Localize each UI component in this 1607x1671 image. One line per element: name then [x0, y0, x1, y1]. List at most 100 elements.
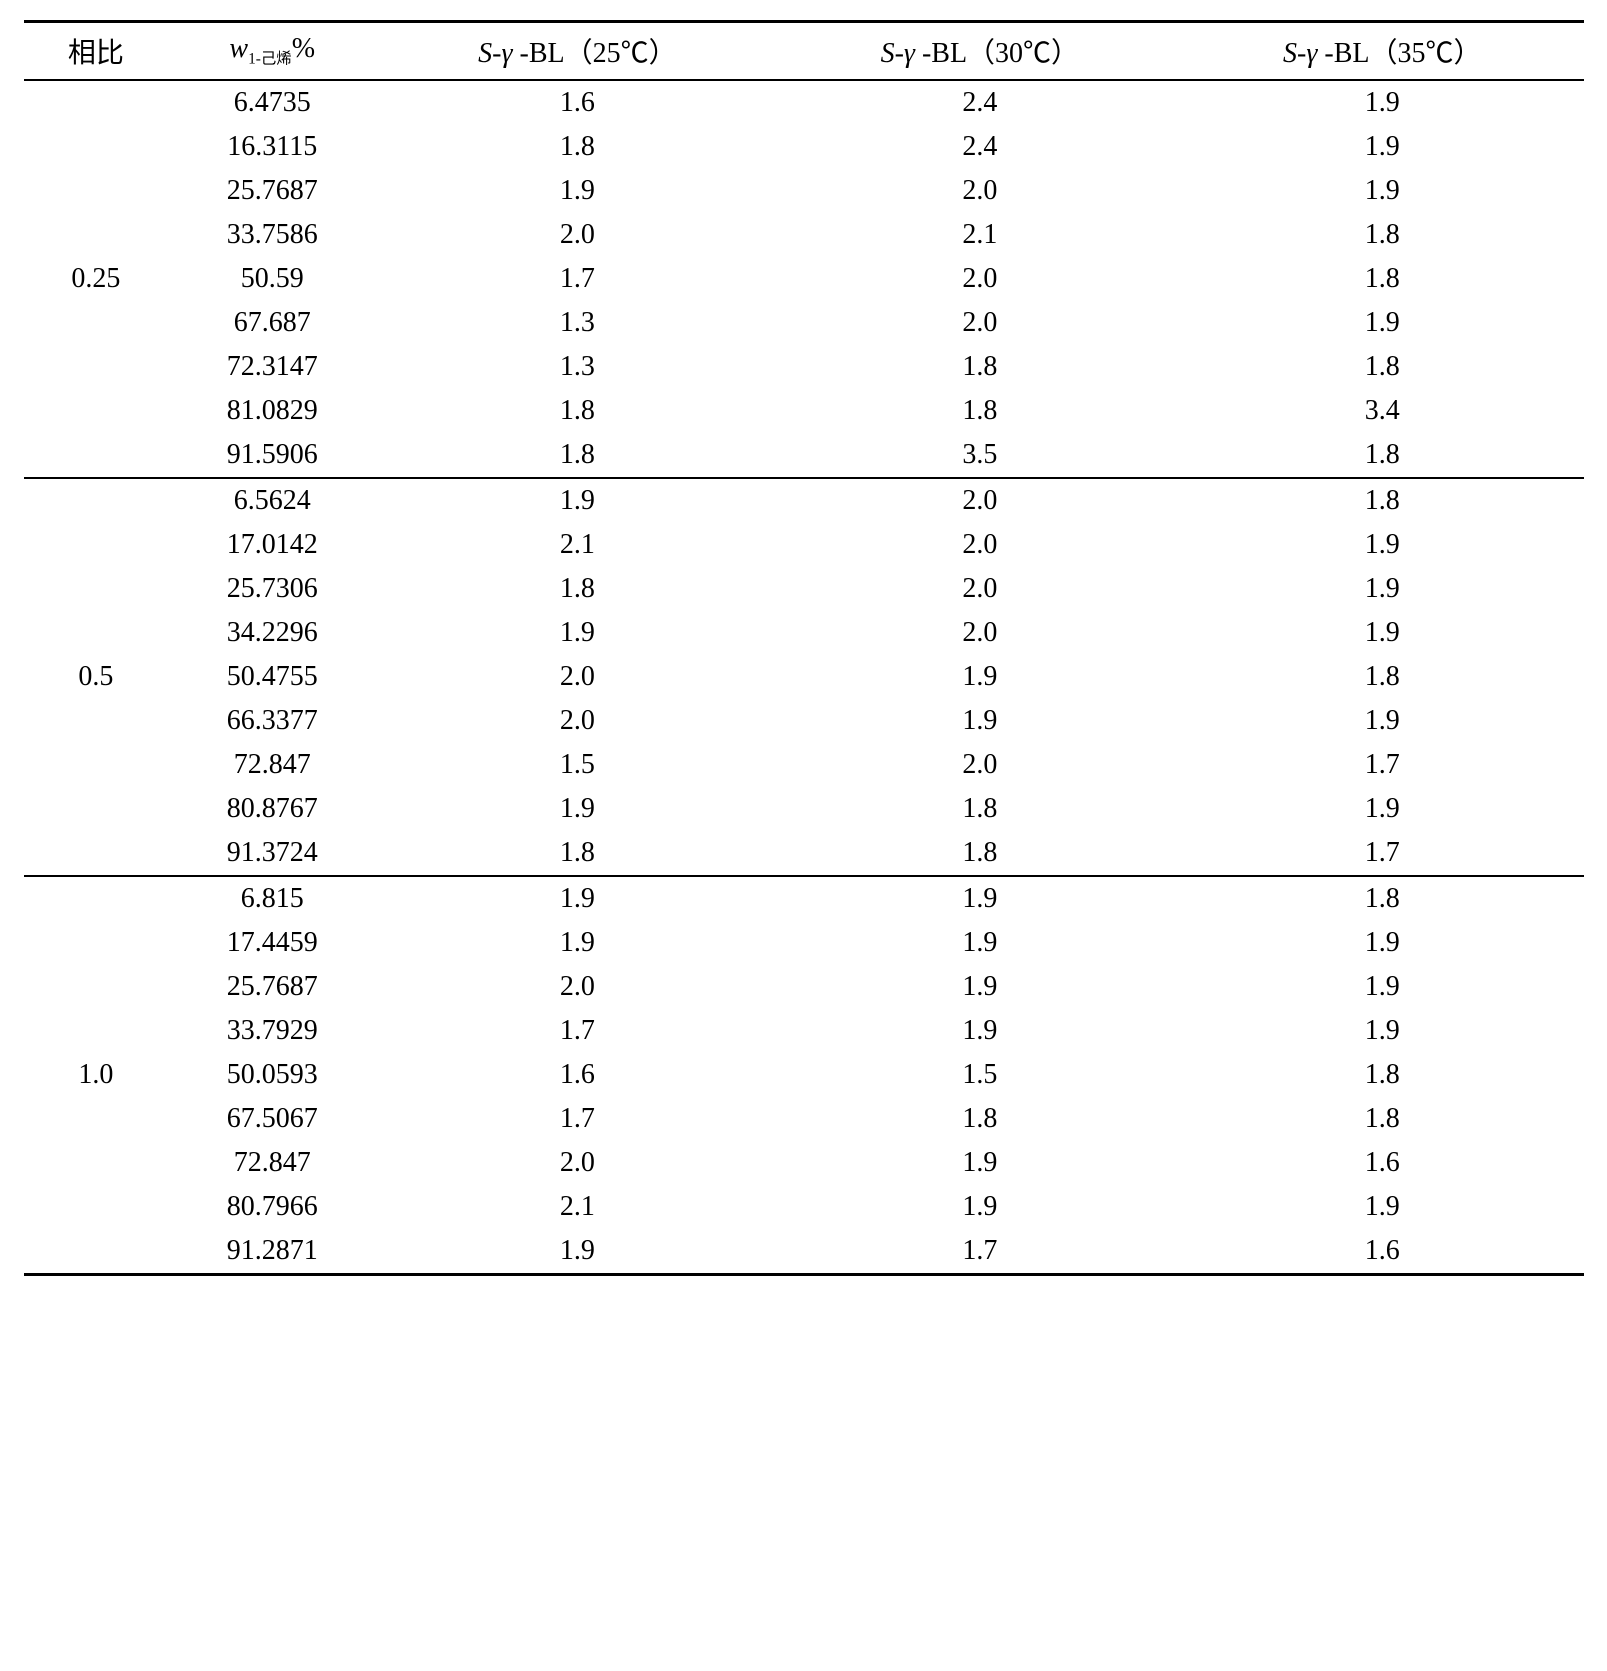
data-cell: 3.4 — [1181, 389, 1583, 433]
data-cell: 2.4 — [779, 80, 1181, 125]
data-cell: 66.3377 — [168, 699, 376, 743]
data-cell: 50.4755 — [168, 655, 376, 699]
data-cell: 25.7687 — [168, 965, 376, 1009]
data-cell: 1.9 — [376, 787, 778, 831]
data-cell: 1.8 — [779, 1097, 1181, 1141]
data-cell: 25.7306 — [168, 567, 376, 611]
data-cell: 1.8 — [779, 787, 1181, 831]
table-row: 16.31151.82.41.9 — [24, 125, 1584, 169]
data-cell: 72.3147 — [168, 345, 376, 389]
data-cell: 17.0142 — [168, 523, 376, 567]
table-row: 17.44591.91.91.9 — [24, 921, 1584, 965]
ratio-cell — [24, 125, 169, 169]
data-cell: 6.815 — [168, 876, 376, 921]
data-cell: 2.0 — [779, 478, 1181, 523]
data-cell: 1.9 — [779, 1185, 1181, 1229]
ratio-cell — [24, 1185, 169, 1229]
table-row: 67.6871.32.01.9 — [24, 301, 1584, 345]
data-cell: 1.9 — [1181, 699, 1583, 743]
table-row: 72.31471.31.81.8 — [24, 345, 1584, 389]
data-cell: 33.7929 — [168, 1009, 376, 1053]
data-cell: 50.0593 — [168, 1053, 376, 1097]
data-cell: 1.7 — [1181, 743, 1583, 787]
data-cell: 1.6 — [1181, 1229, 1583, 1275]
data-cell: 2.1 — [376, 1185, 778, 1229]
data-cell: 1.9 — [1181, 169, 1583, 213]
data-cell: 1.9 — [1181, 787, 1583, 831]
table-row: 72.8471.52.01.7 — [24, 743, 1584, 787]
data-cell: 67.5067 — [168, 1097, 376, 1141]
data-cell: 1.8 — [1181, 1053, 1583, 1097]
group-1: 6.56241.92.01.8 17.01422.12.01.9 25.7306… — [24, 478, 1584, 876]
table-row: 91.59061.83.51.8 — [24, 433, 1584, 478]
data-cell: 2.0 — [779, 301, 1181, 345]
data-cell: 1.9 — [779, 965, 1181, 1009]
data-cell: 72.847 — [168, 743, 376, 787]
data-cell: 1.8 — [1181, 876, 1583, 921]
data-cell: 2.0 — [779, 611, 1181, 655]
ratio-cell — [24, 1141, 169, 1185]
data-cell: 1.8 — [1181, 257, 1583, 301]
data-cell: 2.4 — [779, 125, 1181, 169]
ratio-cell — [24, 433, 169, 478]
column-header-0: 相比 — [24, 22, 169, 81]
data-cell: 1.9 — [1181, 567, 1583, 611]
table-row: 17.01422.12.01.9 — [24, 523, 1584, 567]
data-cell: 67.687 — [168, 301, 376, 345]
table-row: 25.73061.82.01.9 — [24, 567, 1584, 611]
table-row: 25.76872.01.91.9 — [24, 965, 1584, 1009]
data-cell: 1.9 — [376, 169, 778, 213]
data-cell: 1.9 — [779, 876, 1181, 921]
data-cell: 3.5 — [779, 433, 1181, 478]
table-row: 6.47351.62.41.9 — [24, 80, 1584, 125]
group-2: 6.8151.91.91.8 17.44591.91.91.9 25.76872… — [24, 876, 1584, 1275]
data-cell: 1.6 — [1181, 1141, 1583, 1185]
data-cell: 1.8 — [376, 831, 778, 876]
data-cell: 1.9 — [1181, 1009, 1583, 1053]
data-cell: 1.7 — [376, 257, 778, 301]
ratio-cell — [24, 1097, 169, 1141]
table-row: 33.79291.71.91.9 — [24, 1009, 1584, 1053]
table-row: 91.37241.81.81.7 — [24, 831, 1584, 876]
table-row: 6.56241.92.01.8 — [24, 478, 1584, 523]
data-cell: 1.9 — [779, 699, 1181, 743]
data-cell: 2.1 — [779, 213, 1181, 257]
data-cell: 1.7 — [376, 1009, 778, 1053]
data-cell: 16.3115 — [168, 125, 376, 169]
ratio-cell — [24, 80, 169, 125]
group-0: 6.47351.62.41.9 16.31151.82.41.9 25.7687… — [24, 80, 1584, 478]
ratio-cell — [24, 831, 169, 876]
table-row: 72.8472.01.91.6 — [24, 1141, 1584, 1185]
table-row: 66.33772.01.91.9 — [24, 699, 1584, 743]
table-row: 0.550.47552.01.91.8 — [24, 655, 1584, 699]
data-cell: 2.0 — [376, 699, 778, 743]
data-cell: 1.9 — [376, 1229, 778, 1275]
data-cell: 1.5 — [779, 1053, 1181, 1097]
ratio-cell — [24, 169, 169, 213]
table-row: 33.75862.02.11.8 — [24, 213, 1584, 257]
data-cell: 1.9 — [1181, 301, 1583, 345]
table-row: 67.50671.71.81.8 — [24, 1097, 1584, 1141]
ratio-cell: 0.5 — [24, 655, 169, 699]
data-cell: 1.3 — [376, 301, 778, 345]
table-row: 25.76871.92.01.9 — [24, 169, 1584, 213]
data-cell: 2.0 — [376, 213, 778, 257]
ratio-cell: 0.25 — [24, 257, 169, 301]
ratio-cell — [24, 965, 169, 1009]
data-cell: 1.8 — [376, 433, 778, 478]
table-header: 相比w1-己烯%S-γ -BL（25℃）S-γ -BL（30℃）S-γ -BL（… — [24, 22, 1584, 81]
ratio-cell — [24, 699, 169, 743]
data-cell: 34.2296 — [168, 611, 376, 655]
table-row: 34.22961.92.01.9 — [24, 611, 1584, 655]
column-header-2: S-γ -BL（25℃） — [376, 22, 778, 81]
ratio-cell — [24, 787, 169, 831]
data-cell: 1.8 — [1181, 213, 1583, 257]
data-cell: 1.9 — [1181, 125, 1583, 169]
data-cell: 72.847 — [168, 1141, 376, 1185]
data-cell: 2.1 — [376, 523, 778, 567]
ratio-cell — [24, 611, 169, 655]
data-cell: 81.0829 — [168, 389, 376, 433]
data-cell: 1.8 — [376, 125, 778, 169]
data-cell: 1.3 — [376, 345, 778, 389]
data-cell: 91.2871 — [168, 1229, 376, 1275]
